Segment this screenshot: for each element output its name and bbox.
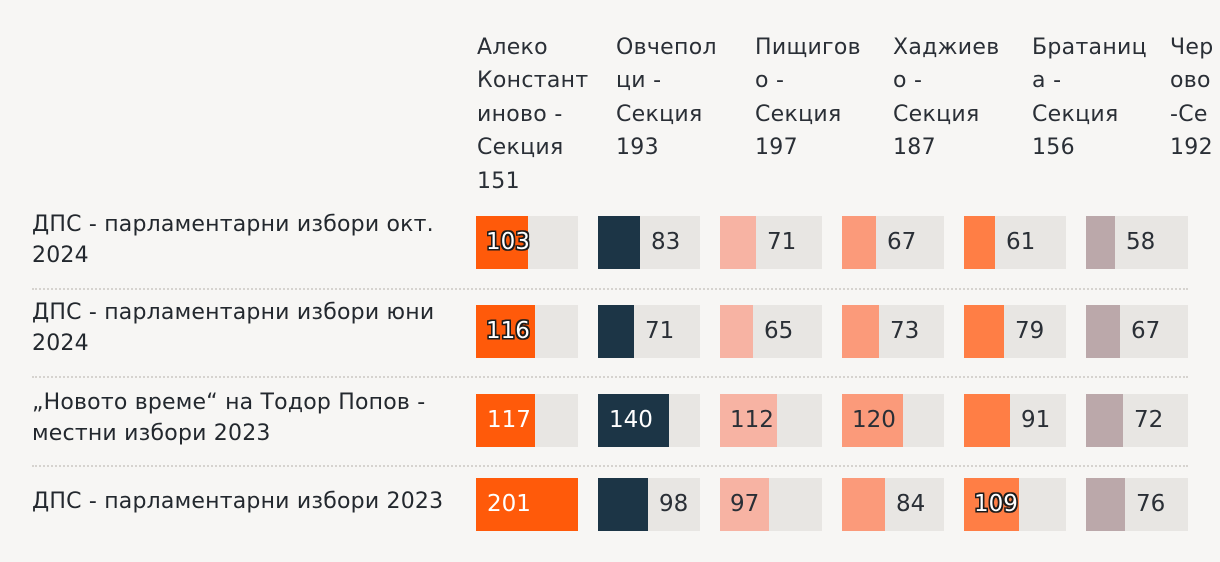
row-label: ДПС - парламентарни избори юни 2024 xyxy=(32,300,435,356)
bar xyxy=(842,478,885,531)
bar xyxy=(476,216,528,269)
bar-track: 71 xyxy=(720,216,822,269)
value-label: 65 xyxy=(764,318,794,344)
bar xyxy=(476,478,578,531)
bar-track: 61 xyxy=(964,216,1066,269)
bar xyxy=(1086,394,1123,447)
column-header: Пищигов о - Секция 197 xyxy=(755,35,861,161)
value-label: 58 xyxy=(1126,229,1156,255)
value-label: 72 xyxy=(1134,407,1164,433)
value-label: 71 xyxy=(645,318,675,344)
value-label: 67 xyxy=(1131,318,1161,344)
bar xyxy=(964,478,1019,531)
value-label: 109 xyxy=(974,491,1018,517)
bar xyxy=(476,394,535,447)
row-divider xyxy=(32,376,1188,378)
value-label: 103 xyxy=(486,229,530,255)
value-label: 112 xyxy=(730,407,774,433)
value-label: 67 xyxy=(887,229,917,255)
bar xyxy=(598,216,640,269)
bar xyxy=(476,305,535,358)
bar xyxy=(720,216,756,269)
bar-track: 120 xyxy=(842,394,944,447)
value-label: 73 xyxy=(890,318,920,344)
bar xyxy=(964,216,995,269)
row-divider xyxy=(32,465,1188,467)
bar-track: 67 xyxy=(842,216,944,269)
value-label: 120 xyxy=(852,407,896,433)
bar xyxy=(598,305,634,358)
bar-track: 65 xyxy=(720,305,822,358)
bar-track: 91 xyxy=(964,394,1066,447)
bar-track: 98 xyxy=(598,478,700,531)
bar-track: 71 xyxy=(598,305,700,358)
bar-track: 97 xyxy=(720,478,822,531)
value-label: 71 xyxy=(767,229,797,255)
value-label: 76 xyxy=(1136,491,1166,517)
bar-track: 140 xyxy=(598,394,700,447)
bar-track: 58 xyxy=(1086,216,1188,269)
bar xyxy=(964,305,1004,358)
column-header: Алеко Констант иново - Секция 151 xyxy=(477,35,589,194)
column-header: Чер ово -Се 192 xyxy=(1170,35,1214,161)
value-label: 117 xyxy=(487,407,531,433)
bar xyxy=(598,478,648,531)
bar xyxy=(598,394,669,447)
bar-track: 79 xyxy=(964,305,1066,358)
bar-track: 112 xyxy=(720,394,822,447)
value-label: 79 xyxy=(1015,318,1045,344)
value-label: 84 xyxy=(896,491,926,517)
column-header: Братаниц а - Секция 156 xyxy=(1032,35,1147,161)
bar-track: 84 xyxy=(842,478,944,531)
value-label: 91 xyxy=(1021,407,1051,433)
bar xyxy=(1086,216,1115,269)
value-label: 98 xyxy=(659,491,689,517)
bar xyxy=(1086,478,1125,531)
bar-track: 73 xyxy=(842,305,944,358)
bar xyxy=(842,216,876,269)
value-label: 83 xyxy=(651,229,681,255)
row-divider xyxy=(32,288,1188,290)
row-label: ДПС - парламентарни избори окт. 2024 xyxy=(32,212,434,268)
bar xyxy=(842,394,903,447)
bar xyxy=(964,394,1010,447)
bar xyxy=(720,478,769,531)
bar-track: 67 xyxy=(1086,305,1188,358)
column-header: Хаджиев о - Секция 187 xyxy=(893,35,1000,161)
bar xyxy=(1086,305,1120,358)
bar-track: 201 xyxy=(476,478,578,531)
value-label: 61 xyxy=(1006,229,1036,255)
bar-track: 116 xyxy=(476,305,578,358)
bar xyxy=(720,305,753,358)
value-label: 97 xyxy=(730,491,760,517)
value-label: 201 xyxy=(487,491,531,517)
value-label: 140 xyxy=(609,407,653,433)
bar-track: 109 xyxy=(964,478,1066,531)
bar-track: 83 xyxy=(598,216,700,269)
row-label: ДПС - парламентарни избори 2023 xyxy=(32,489,444,514)
row-label: „Новото време“ на Тодор Попов - местни и… xyxy=(32,390,426,446)
value-label: 116 xyxy=(486,318,530,344)
bar-track: 72 xyxy=(1086,394,1188,447)
bar xyxy=(720,394,777,447)
bar-track: 117 xyxy=(476,394,578,447)
bar xyxy=(842,305,879,358)
bar-track: 103 xyxy=(476,216,578,269)
column-header: Овчепол ци - Секция 193 xyxy=(616,35,717,161)
bar-track: 76 xyxy=(1086,478,1188,531)
